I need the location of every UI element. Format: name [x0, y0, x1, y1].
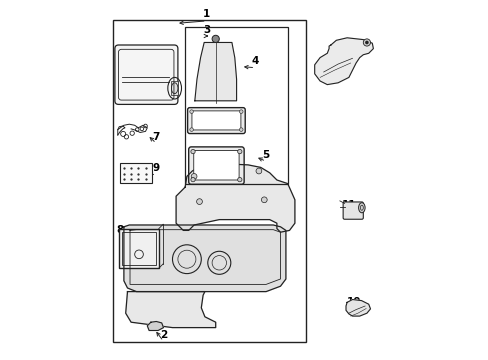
Bar: [185, 27, 287, 184]
Circle shape: [256, 168, 261, 174]
Circle shape: [190, 177, 195, 182]
Text: 3: 3: [203, 24, 210, 35]
FancyBboxPatch shape: [192, 111, 241, 130]
Bar: [119, 229, 159, 268]
Text: 9: 9: [152, 163, 160, 174]
Text: 12: 12: [346, 42, 361, 52]
Circle shape: [237, 149, 242, 154]
FancyBboxPatch shape: [187, 108, 244, 134]
Circle shape: [191, 174, 197, 179]
Text: 11: 11: [341, 200, 355, 210]
FancyBboxPatch shape: [188, 147, 244, 184]
Polygon shape: [125, 292, 215, 328]
FancyBboxPatch shape: [343, 202, 363, 219]
Text: 2: 2: [160, 330, 167, 340]
Circle shape: [189, 128, 193, 131]
Text: 4: 4: [251, 56, 259, 66]
Polygon shape: [123, 225, 285, 292]
FancyBboxPatch shape: [193, 150, 239, 180]
Text: 5: 5: [262, 150, 269, 160]
FancyBboxPatch shape: [115, 45, 178, 104]
Circle shape: [365, 41, 368, 44]
Circle shape: [189, 110, 193, 113]
Text: 10: 10: [346, 297, 361, 307]
Text: 8: 8: [117, 225, 123, 235]
Bar: [120, 163, 152, 183]
Bar: [122, 232, 156, 265]
Circle shape: [363, 39, 370, 46]
Polygon shape: [314, 38, 373, 85]
Polygon shape: [194, 42, 236, 101]
Circle shape: [261, 197, 266, 203]
Circle shape: [190, 149, 195, 154]
Ellipse shape: [358, 203, 365, 213]
Polygon shape: [346, 300, 370, 316]
Circle shape: [196, 199, 202, 204]
Circle shape: [239, 110, 243, 113]
Text: 7: 7: [152, 132, 160, 142]
Bar: [113, 20, 305, 342]
Circle shape: [237, 177, 242, 182]
Circle shape: [212, 35, 219, 42]
Text: 1: 1: [203, 9, 210, 19]
Circle shape: [239, 128, 243, 131]
Bar: [171, 81, 178, 95]
Polygon shape: [176, 164, 294, 232]
Polygon shape: [147, 321, 163, 330]
Text: 6: 6: [151, 87, 158, 97]
